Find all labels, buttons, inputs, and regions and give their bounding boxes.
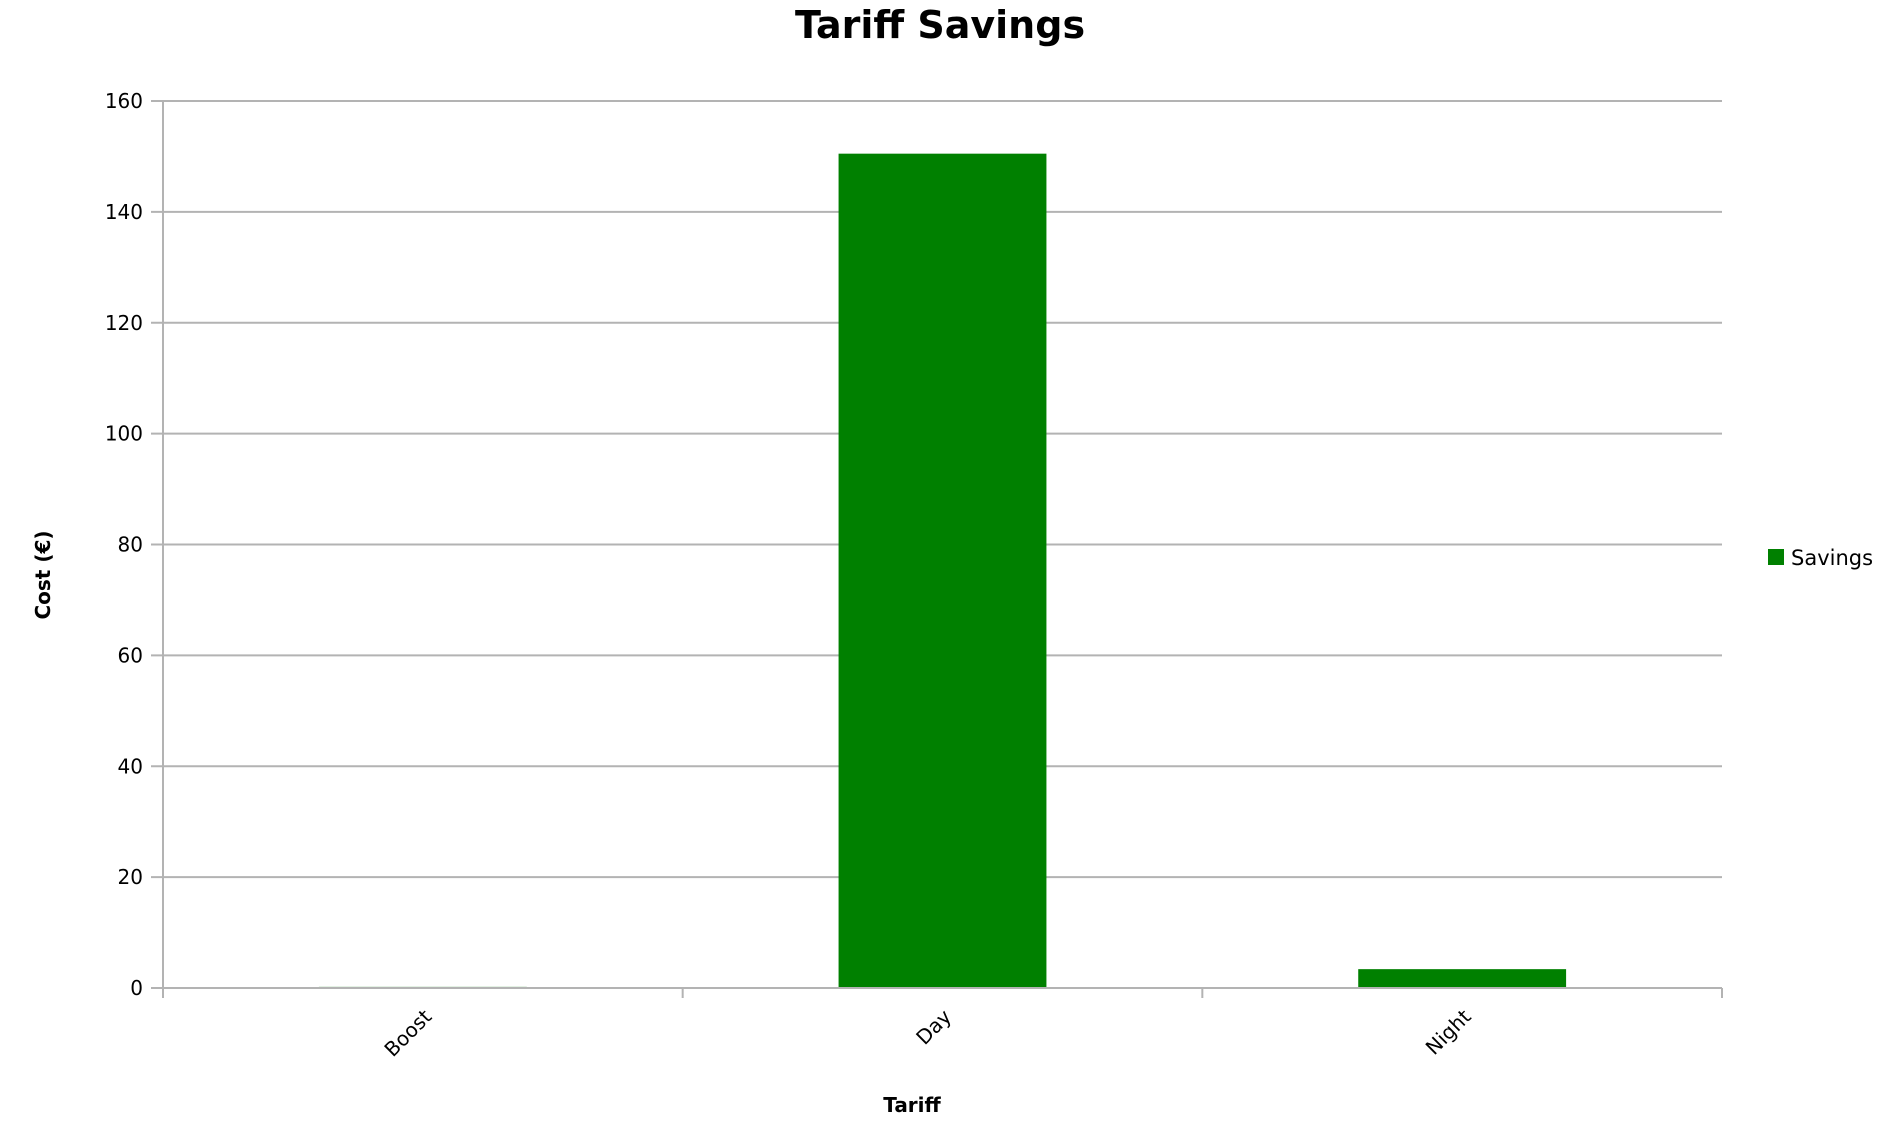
x-tick-label-day: Day <box>911 1004 956 1049</box>
x-axis-title: Tariff <box>883 1093 941 1117</box>
legend: Savings <box>1768 546 1873 570</box>
legend-label-savings: Savings <box>1791 546 1873 570</box>
y-axis-title: Cost (€) <box>31 530 55 619</box>
axes <box>162 101 1723 998</box>
y-tick-labels: 0 20 40 60 80 100 120 140 160 <box>105 89 143 1000</box>
x-tick-labels: Boost Day Night <box>379 1004 1475 1061</box>
x-tick-label-night: Night <box>1421 1004 1476 1059</box>
bar-night <box>1358 969 1567 988</box>
chart-title: Tariff Savings <box>795 3 1085 47</box>
y-tick-label: 40 <box>118 754 143 778</box>
x-tick-label-boost: Boost <box>379 1004 436 1061</box>
y-tick-label: 0 <box>130 976 143 1000</box>
y-tick-label: 100 <box>105 422 143 446</box>
y-tick-label: 160 <box>105 89 143 113</box>
bar-day <box>838 153 1047 988</box>
y-tick-label: 20 <box>118 865 143 889</box>
legend-swatch-savings <box>1768 549 1784 565</box>
y-tick-label: 80 <box>118 533 143 557</box>
y-tick-label: 60 <box>118 643 143 667</box>
y-tick-label: 140 <box>105 200 143 224</box>
bars <box>318 153 1567 988</box>
y-tick-label: 120 <box>105 311 143 335</box>
